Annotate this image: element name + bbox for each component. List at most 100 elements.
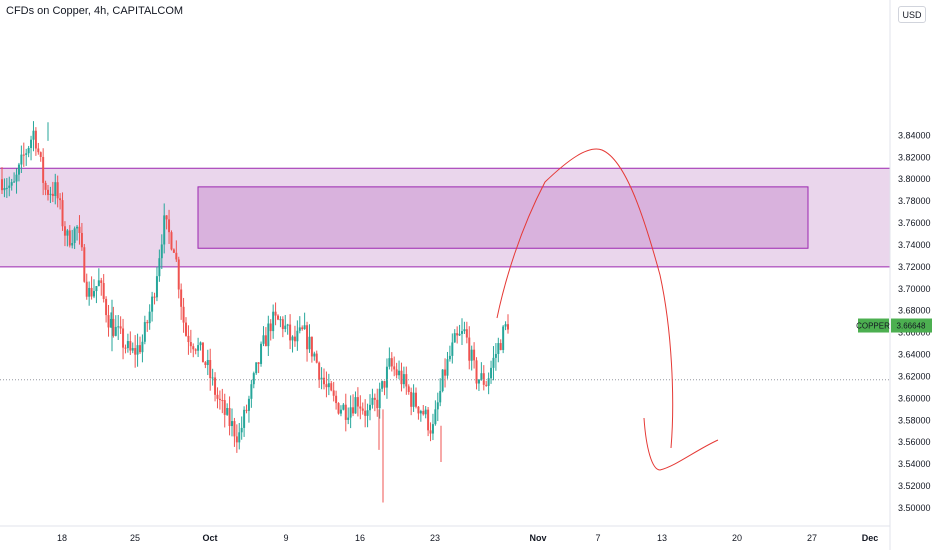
candle-body bbox=[100, 280, 103, 283]
candle-body bbox=[68, 230, 71, 246]
candle-body bbox=[434, 409, 437, 425]
candle-body bbox=[325, 384, 328, 388]
candle-body bbox=[124, 347, 127, 349]
candle-body bbox=[27, 147, 30, 154]
last-price-label: 3.66648 bbox=[897, 322, 926, 331]
candle-body bbox=[54, 182, 57, 197]
candle-body bbox=[463, 329, 466, 332]
candle-body bbox=[320, 377, 323, 380]
candle-body bbox=[490, 367, 493, 379]
candle-body bbox=[119, 326, 122, 329]
candle-body bbox=[436, 402, 439, 410]
candle-body bbox=[381, 381, 384, 389]
currency-selector[interactable]: USD bbox=[898, 6, 926, 23]
price-tick-label: 3.58000 bbox=[898, 415, 931, 425]
candle-body bbox=[250, 384, 253, 399]
candle-body bbox=[337, 403, 340, 414]
candle-body bbox=[5, 187, 8, 189]
candle-body bbox=[15, 174, 18, 182]
candle-body bbox=[25, 153, 28, 155]
candle-body bbox=[228, 408, 231, 427]
candle-body bbox=[8, 185, 11, 188]
price-tick-label: 3.82000 bbox=[898, 152, 931, 162]
candle-body bbox=[61, 200, 64, 227]
candle-body bbox=[109, 318, 112, 328]
candle-body bbox=[240, 427, 243, 433]
candle-body bbox=[165, 215, 168, 220]
candle-body bbox=[233, 421, 236, 437]
price-tick-label: 3.56000 bbox=[898, 437, 931, 447]
candle-body bbox=[441, 369, 444, 391]
candle-body bbox=[315, 353, 318, 363]
candle-body bbox=[310, 336, 313, 357]
candle-body bbox=[231, 421, 233, 427]
candle-body bbox=[201, 342, 204, 363]
candle-body bbox=[30, 139, 33, 148]
candle-body bbox=[71, 243, 74, 246]
price-tick-label: 3.78000 bbox=[898, 196, 931, 206]
candle-body bbox=[17, 164, 20, 175]
candle-body bbox=[499, 343, 502, 350]
price-tick-label: 3.60000 bbox=[898, 393, 931, 403]
candle-body bbox=[216, 394, 219, 399]
candle-body bbox=[189, 342, 192, 347]
candle-body bbox=[330, 383, 333, 391]
candle-body bbox=[272, 311, 275, 332]
candle-body bbox=[112, 318, 115, 336]
candle-body bbox=[214, 377, 217, 395]
candle-body bbox=[153, 296, 156, 298]
candle-body bbox=[458, 333, 461, 336]
candle-body bbox=[139, 345, 141, 353]
candle-body bbox=[293, 336, 296, 342]
candle-body bbox=[487, 378, 490, 386]
candle-body bbox=[298, 327, 301, 331]
candle-body bbox=[429, 430, 432, 434]
candle-body bbox=[180, 289, 183, 307]
candle-body bbox=[318, 362, 321, 380]
price-tick-label: 3.80000 bbox=[898, 174, 931, 184]
candle-body bbox=[371, 397, 374, 405]
candle-body bbox=[88, 287, 91, 297]
candle-body bbox=[226, 408, 229, 415]
candle-body bbox=[444, 369, 447, 376]
candle-body bbox=[136, 345, 139, 355]
candle-body bbox=[398, 370, 401, 376]
candle-body bbox=[255, 362, 258, 374]
candle-body bbox=[383, 381, 386, 388]
candle-body bbox=[395, 369, 398, 376]
candle-body bbox=[274, 311, 277, 316]
candle-body bbox=[286, 324, 289, 326]
candle-body bbox=[470, 349, 473, 361]
candle-body bbox=[373, 397, 376, 400]
candle-body bbox=[114, 326, 117, 336]
candle-body bbox=[185, 322, 187, 336]
candle-body bbox=[465, 329, 468, 338]
candle-body bbox=[245, 409, 248, 411]
symbol-tag-label: COPPER bbox=[856, 322, 890, 331]
candle-body bbox=[451, 342, 454, 356]
candle-body bbox=[66, 230, 69, 236]
candle-body bbox=[102, 282, 105, 299]
candle-body bbox=[291, 336, 294, 341]
candle-body bbox=[468, 337, 471, 361]
candle-body bbox=[260, 343, 263, 364]
candle-body bbox=[269, 323, 272, 332]
candle-body bbox=[306, 325, 309, 350]
candle-body bbox=[78, 226, 81, 233]
candle-body bbox=[73, 228, 76, 244]
candle-body bbox=[76, 226, 79, 229]
candle-body bbox=[34, 130, 37, 149]
candle-body bbox=[361, 408, 364, 411]
candle-body bbox=[388, 358, 391, 367]
candle-body bbox=[327, 383, 330, 388]
time-tick-label: Nov bbox=[529, 533, 546, 543]
candle-body bbox=[264, 335, 267, 347]
candle-body bbox=[453, 333, 456, 343]
candle-body bbox=[419, 411, 422, 414]
candle-body bbox=[339, 409, 342, 414]
candle-body bbox=[218, 398, 221, 401]
candle-body bbox=[252, 373, 255, 385]
candle-body bbox=[22, 154, 25, 156]
